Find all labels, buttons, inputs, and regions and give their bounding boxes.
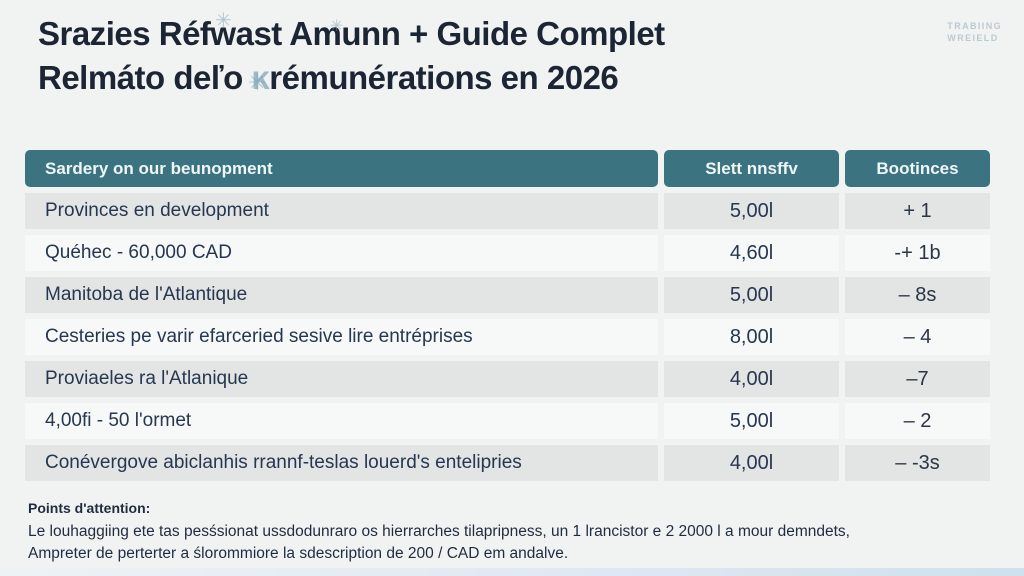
page-title-line2: Relmáto deľo ĸrémunérations en 2026: [38, 56, 665, 100]
notes-line: Ampreter de perterter a ślorommiore la s…: [28, 545, 569, 562]
row-value: 5,00l: [664, 403, 839, 439]
row-label: Cesteries pe varir efarceried sesive lir…: [25, 319, 658, 355]
row-value: 4,60l: [664, 235, 839, 271]
header-category[interactable]: Sardery on our beunopment: [25, 150, 658, 187]
row-value: 4,00l: [664, 361, 839, 397]
watermark: TRABIING WREIELD: [947, 20, 1002, 44]
title-k-artifact: ĸ: [251, 59, 270, 96]
table-row: 4,00fi - 50 l'ormet 5,00l – 2: [25, 403, 990, 439]
table-row: Quéhec - 60,000 CAD 4,60l -+ 1b: [25, 235, 990, 271]
table-row: Cesteries pe varir efarceried sesive lir…: [25, 319, 990, 355]
row-delta: – -3s: [845, 445, 990, 481]
header-delta[interactable]: Bootinces: [845, 150, 990, 187]
notes-section: Points d'attention: Le louhaggiing ete t…: [28, 500, 850, 565]
row-label: Quéhec - 60,000 CAD: [25, 235, 658, 271]
row-value: 5,00l: [664, 277, 839, 313]
table-row: Proviaeles ra l'Atlanique 4,00l –7: [25, 361, 990, 397]
notes-line: Le louhaggiing ete tas pesśsionat ussdod…: [28, 523, 850, 540]
table-row: Conévergove abiclanhis rrannf-teslas lou…: [25, 445, 990, 481]
row-delta: – 8s: [845, 277, 990, 313]
row-label: Provinces en development: [25, 193, 658, 229]
table-row: Provinces en development 5,00l + 1: [25, 193, 990, 229]
row-label: Conévergove abiclanhis rrannf-teslas lou…: [25, 445, 658, 481]
page-title-line1: Srazies Réfwast Amunn + Guide Complet: [38, 15, 665, 52]
row-value: 8,00l: [664, 319, 839, 355]
watermark-line1: TRABIING: [947, 21, 1002, 31]
salary-table: Sardery on our beunopment Slett nnsffv B…: [25, 150, 990, 487]
row-delta: – 4: [845, 319, 990, 355]
row-delta: –7: [845, 361, 990, 397]
row-delta: + 1: [845, 193, 990, 229]
title-line2-pre: Relmáto deľo: [38, 59, 252, 96]
row-value: 4,00l: [664, 445, 839, 481]
bottom-accent-bar: [0, 568, 1024, 576]
page-title: Srazies Réfwast Amunn + Guide Complet Re…: [38, 12, 665, 100]
title-line2-post: rémunérations en 2026: [269, 59, 619, 96]
row-value: 5,00l: [664, 193, 839, 229]
row-delta: -+ 1b: [845, 235, 990, 271]
notes-heading: Points d'attention:: [28, 500, 151, 516]
table-row: Manitoba de l'Atlantique 5,00l – 8s: [25, 277, 990, 313]
row-label: Manitoba de l'Atlantique: [25, 277, 658, 313]
table-header-row: Sardery on our beunopment Slett nnsffv B…: [25, 150, 990, 187]
header-value[interactable]: Slett nnsffv: [664, 150, 839, 187]
watermark-line2: WREIELD: [947, 33, 999, 43]
row-label: 4,00fi - 50 l'ormet: [25, 403, 658, 439]
row-label: Proviaeles ra l'Atlanique: [25, 361, 658, 397]
row-delta: – 2: [845, 403, 990, 439]
